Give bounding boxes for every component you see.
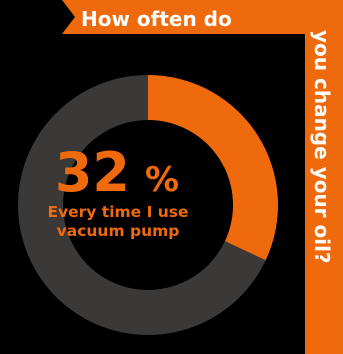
- donut-slice-highlight: [148, 75, 278, 261]
- title-band-top: [62, 0, 343, 34]
- highlight-unit: %: [145, 160, 179, 200]
- highlight-value: 32: [55, 141, 130, 204]
- chart-title-vertical: you change your oil?: [310, 30, 334, 264]
- title-band-right: [305, 0, 343, 354]
- donut-slice-remainder: [17, 75, 266, 335]
- chart-title-horizontal: How often do: [81, 7, 232, 31]
- highlight-label: Every time I use vacuum pump: [47, 203, 188, 240]
